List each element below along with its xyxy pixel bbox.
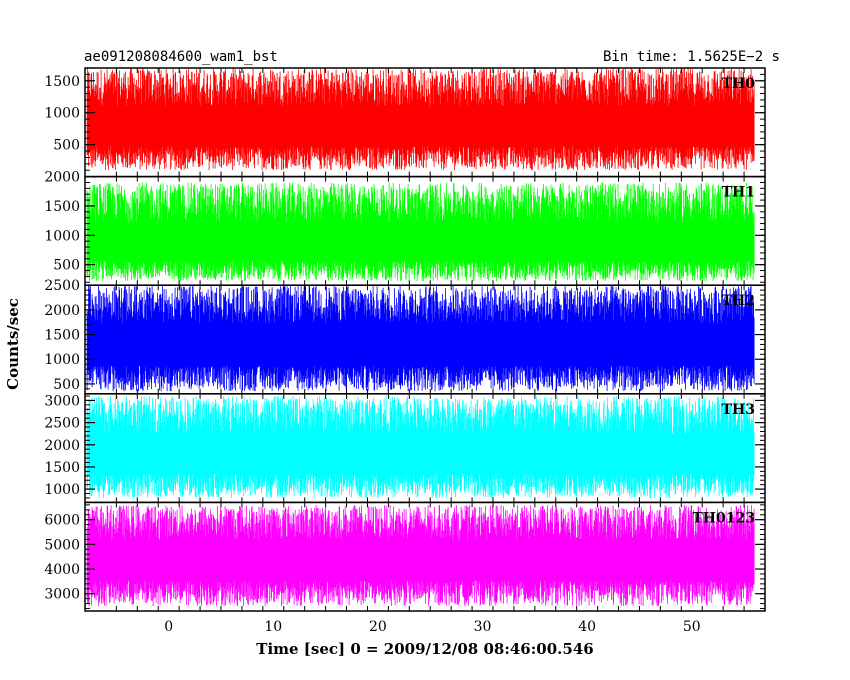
x-tick-label: 50 <box>683 619 701 635</box>
x-axis-label: Time [sec] 0 = 2009/12/08 08:46:00.546 <box>256 640 593 658</box>
y-tick-label: 2000 <box>44 303 80 319</box>
y-tick-label: 1500 <box>44 199 80 215</box>
y-tick-label: 1500 <box>44 328 80 344</box>
x-axis-ticks: 0 10 20 30 40 50 <box>164 619 700 635</box>
panel-th0123: 3000 4000 5000 6000 TH0123 <box>44 501 766 612</box>
y-tick-label: 1500 <box>44 74 80 90</box>
chart-title-right: Bin time: 1.5625E−2 s <box>603 49 780 65</box>
panel-label-th0123: TH0123 <box>692 510 755 526</box>
y-tick-label: 6000 <box>44 513 80 529</box>
panel-th3: 1000 1500 2000 2500 3000 TH3 <box>44 393 766 504</box>
x-tick-label: 20 <box>369 619 387 635</box>
panel-label-th3: TH3 <box>722 402 755 418</box>
panel-label-th2: TH2 <box>722 293 755 309</box>
y-tick-label: 4000 <box>44 562 80 578</box>
series-th0123 <box>86 504 755 607</box>
y-tick-label: 2000 <box>44 438 80 454</box>
panel-label-th0: TH0 <box>722 76 756 92</box>
y-tick-label: 500 <box>53 258 80 274</box>
y-tick-label: 1000 <box>44 352 80 368</box>
series-th2 <box>86 285 755 392</box>
y-tick-label: 2500 <box>44 416 80 432</box>
panel-th1: 500 1000 1500 2000 TH1 <box>44 170 766 286</box>
panel-th2: 500 1000 1500 2000 2500 TH2 <box>44 278 766 395</box>
x-tick-label: 0 <box>164 619 173 635</box>
y-tick-label: 2500 <box>44 278 80 294</box>
y-tick-label: 1000 <box>44 106 80 122</box>
y-axis-label: Counts/sec <box>4 298 22 390</box>
series-th1 <box>86 182 755 282</box>
chart-title-left: ae091208084600_wam1_bst <box>84 49 278 65</box>
y-tick-label: 500 <box>53 138 80 154</box>
y-tick-label: 1000 <box>44 482 80 498</box>
x-tick-label: 10 <box>264 619 282 635</box>
series-th0 <box>86 68 755 171</box>
panel-frame <box>84 501 766 612</box>
y-tick-label: 5000 <box>44 537 80 553</box>
y-tick-label: 3000 <box>44 587 80 603</box>
y-tick-label: 2000 <box>44 170 80 186</box>
y-tick-label: 500 <box>53 377 80 393</box>
panel-th0: 500 1000 1500 TH0 <box>44 67 766 178</box>
y-tick-label: 1500 <box>44 460 80 476</box>
series-th3 <box>86 396 755 498</box>
panel-label-th1: TH1 <box>722 185 755 201</box>
x-tick-label: 40 <box>578 619 596 635</box>
y-tick-label: 1000 <box>44 228 80 244</box>
y-tick-label: 3000 <box>44 393 80 409</box>
x-tick-label: 30 <box>474 619 492 635</box>
